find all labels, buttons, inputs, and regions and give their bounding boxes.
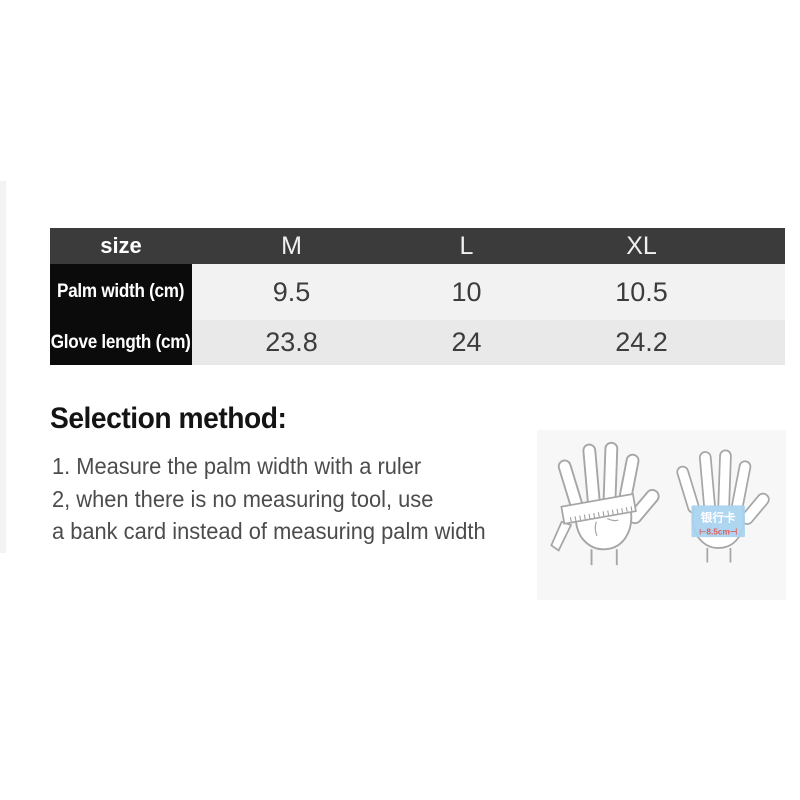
- table-cell-palm-xl: 10.5: [615, 276, 668, 307]
- header-filler: [729, 228, 785, 264]
- table-cell-length-xl: 24.2: [615, 327, 668, 357]
- row-label-glove-length: Glove length (cm): [50, 320, 192, 365]
- column-header-xl: XL: [626, 231, 657, 260]
- row-spacer: [192, 320, 204, 365]
- hand-with-ruler-icon: [550, 441, 661, 567]
- table-cell-length-l: 24: [451, 327, 482, 357]
- header-spacer: [192, 228, 204, 264]
- bank-card-icon: 银行卡 ⊢8.5cm⊣: [691, 505, 745, 538]
- row-label-palm-width: Palm width (cm): [50, 264, 192, 320]
- instruction-line-3: a bank card instead of measuring palm wi…: [52, 518, 486, 544]
- table-row-palm-width: Palm width (cm) 9.5 10 10.5: [50, 264, 785, 320]
- instruction-line-1: 1. Measure the palm width with a ruler: [52, 453, 422, 479]
- left-edge-artifact: [0, 181, 6, 553]
- row-spacer: [192, 264, 204, 320]
- bank-card-label: 银行卡: [701, 510, 736, 524]
- selection-method-heading: Selection method:: [50, 402, 287, 435]
- size-table: size M L XL Palm width (cm) 9.5 10 10.5 …: [50, 228, 785, 365]
- table-cell-palm-l: 10: [451, 276, 482, 307]
- measuring-illustration-panel: 银行卡 ⊢8.5cm⊣: [537, 430, 786, 600]
- instruction-line-2: 2, when there is no measuring tool, use: [52, 485, 434, 512]
- table-cell-palm-m: 9.5: [272, 276, 311, 307]
- ruler-icon: [550, 493, 637, 552]
- column-header-l: L: [459, 231, 474, 260]
- table-row-glove-length: Glove length (cm) 23.8 24 24.2: [50, 320, 785, 365]
- size-table-header-row: size M L XL: [50, 228, 785, 264]
- row-filler: [729, 264, 785, 320]
- selection-method-instructions: 1. Measure the palm width with a ruler 2…: [52, 450, 486, 548]
- hand-with-bank-card-icon: 银行卡 ⊢8.5cm⊣: [675, 449, 771, 564]
- card-width-dimension-label: ⊢8.5cm⊣: [699, 526, 737, 536]
- size-corner-header: size: [100, 233, 142, 258]
- table-cell-length-m: 23.8: [265, 327, 318, 357]
- row-filler: [729, 320, 785, 365]
- column-header-m: M: [281, 231, 302, 260]
